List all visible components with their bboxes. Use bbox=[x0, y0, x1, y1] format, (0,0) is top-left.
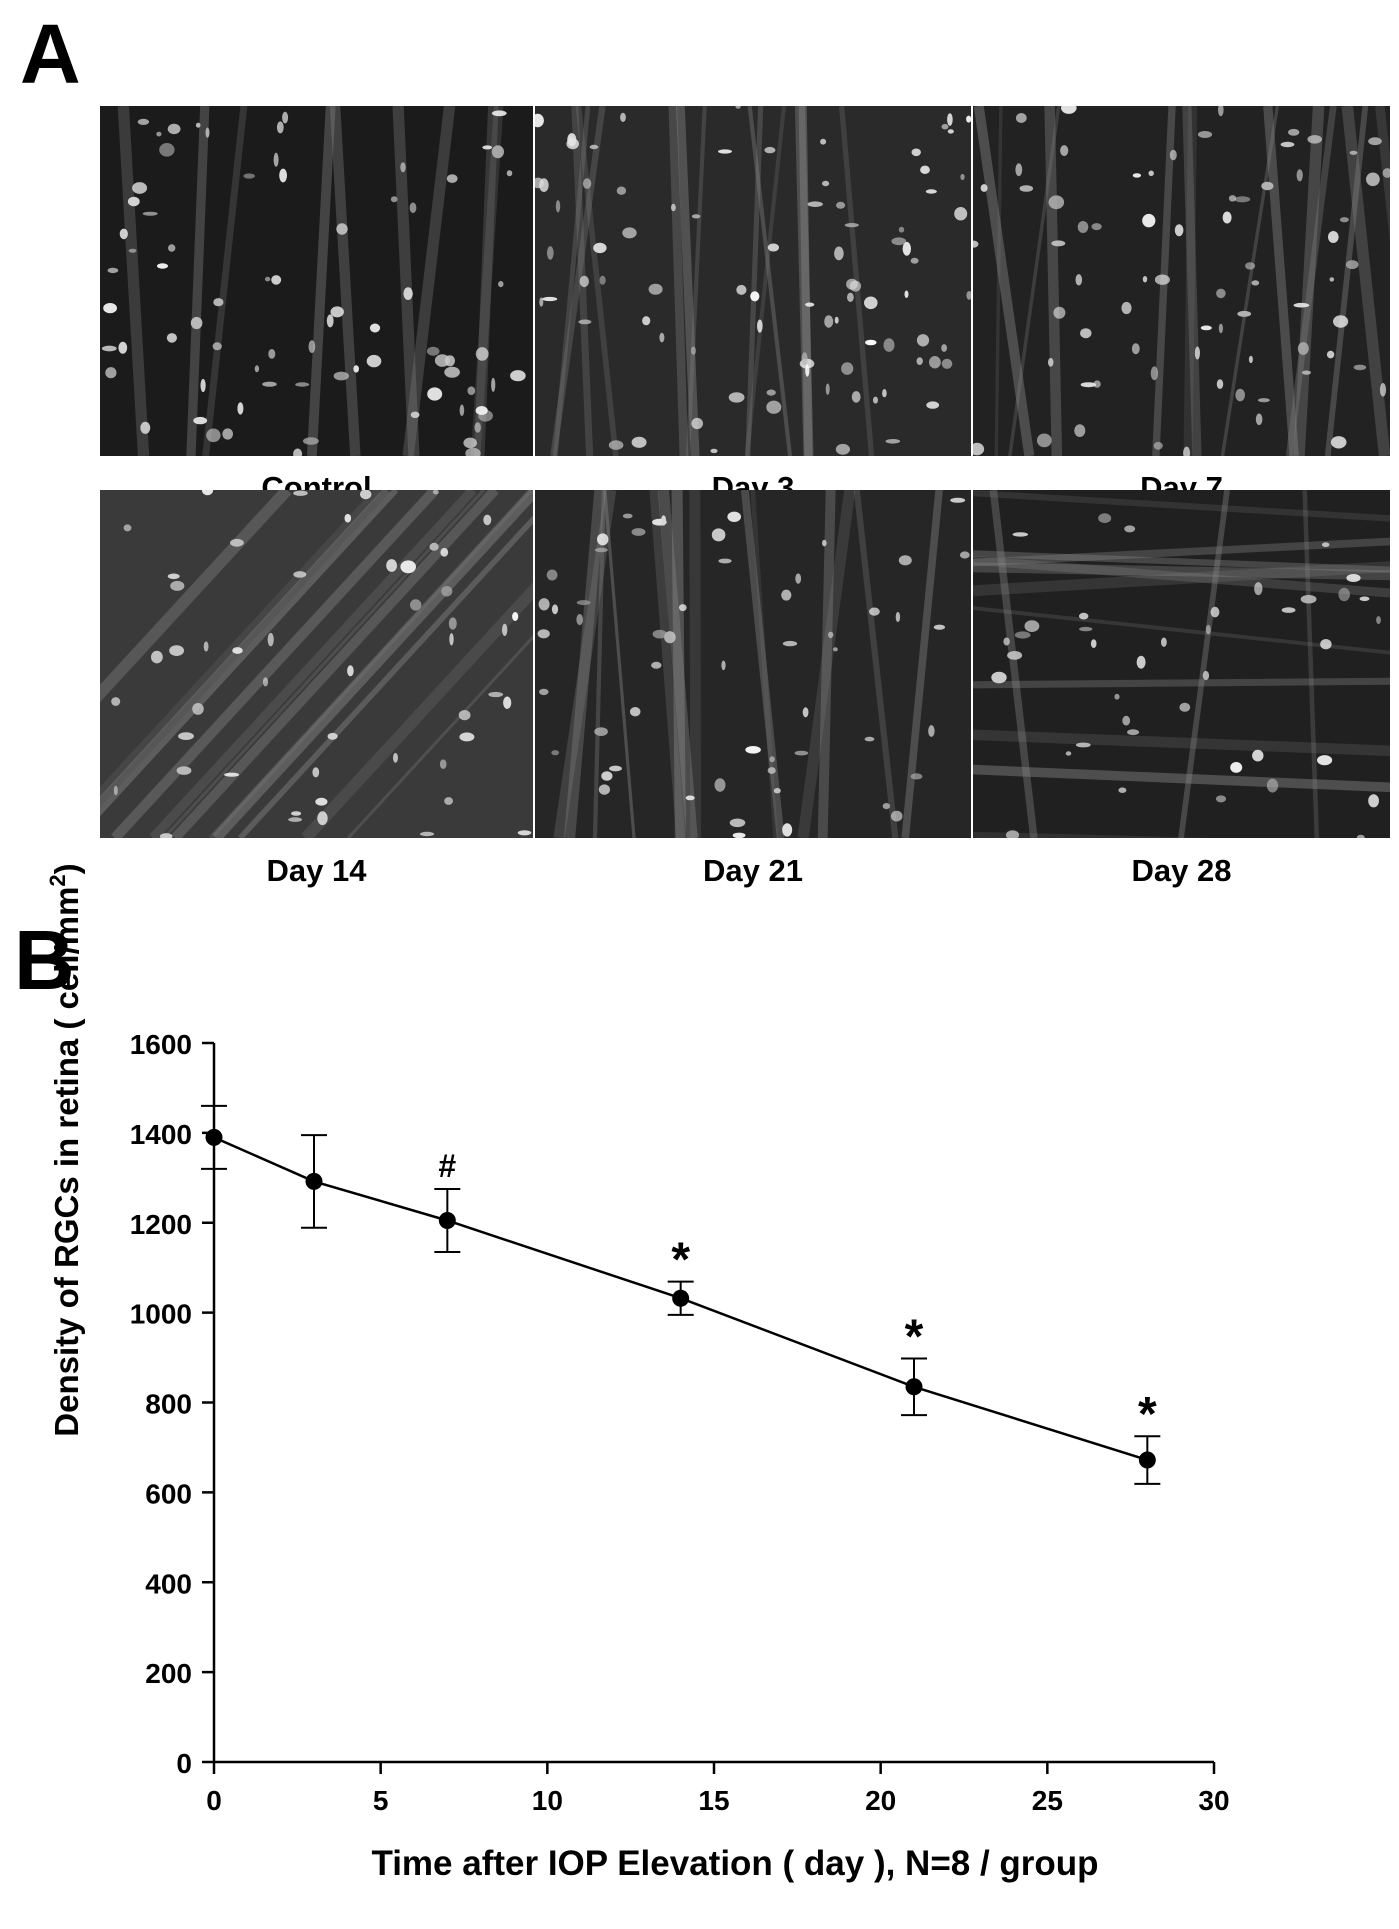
y-tick-label-400: 400 bbox=[145, 1568, 192, 1599]
micrograph-4 bbox=[100, 490, 533, 838]
y-axis-label-close: ) bbox=[48, 863, 85, 874]
micrograph-5 bbox=[535, 490, 971, 838]
data-point-21 bbox=[905, 1378, 923, 1396]
x-tick-label-15: 15 bbox=[698, 1785, 729, 1816]
y-tick-label-1000: 1000 bbox=[130, 1299, 192, 1330]
panel-b-letter: B bbox=[14, 913, 75, 1007]
chart-marks: # * * * bbox=[201, 1104, 1161, 1485]
y-axis-label: Density of RGCs in retina ( cell/mm2) bbox=[45, 863, 85, 1436]
data-point-0 bbox=[205, 1128, 223, 1146]
x-tick-label-5: 5 bbox=[373, 1785, 389, 1816]
panel-a-letter: A bbox=[20, 7, 81, 101]
x-tick-label-20: 20 bbox=[865, 1785, 896, 1816]
chart-axes: 0 200 400 600 800 1000 1200 1400 1600 0 5 10 15 20 25 3… bbox=[130, 1029, 1230, 1816]
significance-marker-21: * bbox=[905, 1310, 924, 1363]
micrograph-caption-4: Day 14 bbox=[266, 853, 367, 888]
y-tick-label-1400: 1400 bbox=[130, 1119, 192, 1150]
significance-marker-14: * bbox=[671, 1234, 690, 1287]
significance-marker-28: * bbox=[1138, 1388, 1157, 1441]
y-axis-label-superscript: 2 bbox=[45, 874, 70, 886]
data-point-28 bbox=[1138, 1451, 1156, 1469]
micrograph-caption-6: Day 28 bbox=[1131, 853, 1232, 888]
y-tick-label-600: 600 bbox=[145, 1478, 192, 1509]
micrograph-2 bbox=[535, 106, 971, 456]
significance-marker-7: # bbox=[438, 1148, 456, 1184]
data-point-7 bbox=[438, 1212, 456, 1230]
y-tick-label-0: 0 bbox=[176, 1748, 192, 1779]
y-tick-label-1200: 1200 bbox=[130, 1209, 192, 1240]
micrograph-1 bbox=[100, 106, 533, 456]
micrograph-3 bbox=[973, 106, 1390, 456]
y-tick-label-200: 200 bbox=[145, 1658, 192, 1689]
y-tick-label-1600: 1600 bbox=[130, 1029, 192, 1060]
y-tick-label-800: 800 bbox=[145, 1389, 192, 1420]
data-point-14 bbox=[672, 1289, 690, 1307]
x-tick-label-25: 25 bbox=[1032, 1785, 1063, 1816]
x-tick-label-30: 30 bbox=[1198, 1785, 1229, 1816]
x-tick-label-10: 10 bbox=[532, 1785, 563, 1816]
series-line bbox=[213, 1136, 1148, 1462]
y-axis-label-main: Density of RGCs in retina ( cell/mm bbox=[48, 887, 85, 1437]
micrograph-6 bbox=[973, 490, 1390, 838]
x-axis-label: Time after IOP Elevation ( day ), N=8 / … bbox=[371, 1844, 1098, 1883]
micrograph-caption-5: Day 21 bbox=[703, 853, 803, 888]
data-point-3 bbox=[305, 1172, 323, 1190]
x-tick-label-0: 0 bbox=[206, 1785, 222, 1816]
